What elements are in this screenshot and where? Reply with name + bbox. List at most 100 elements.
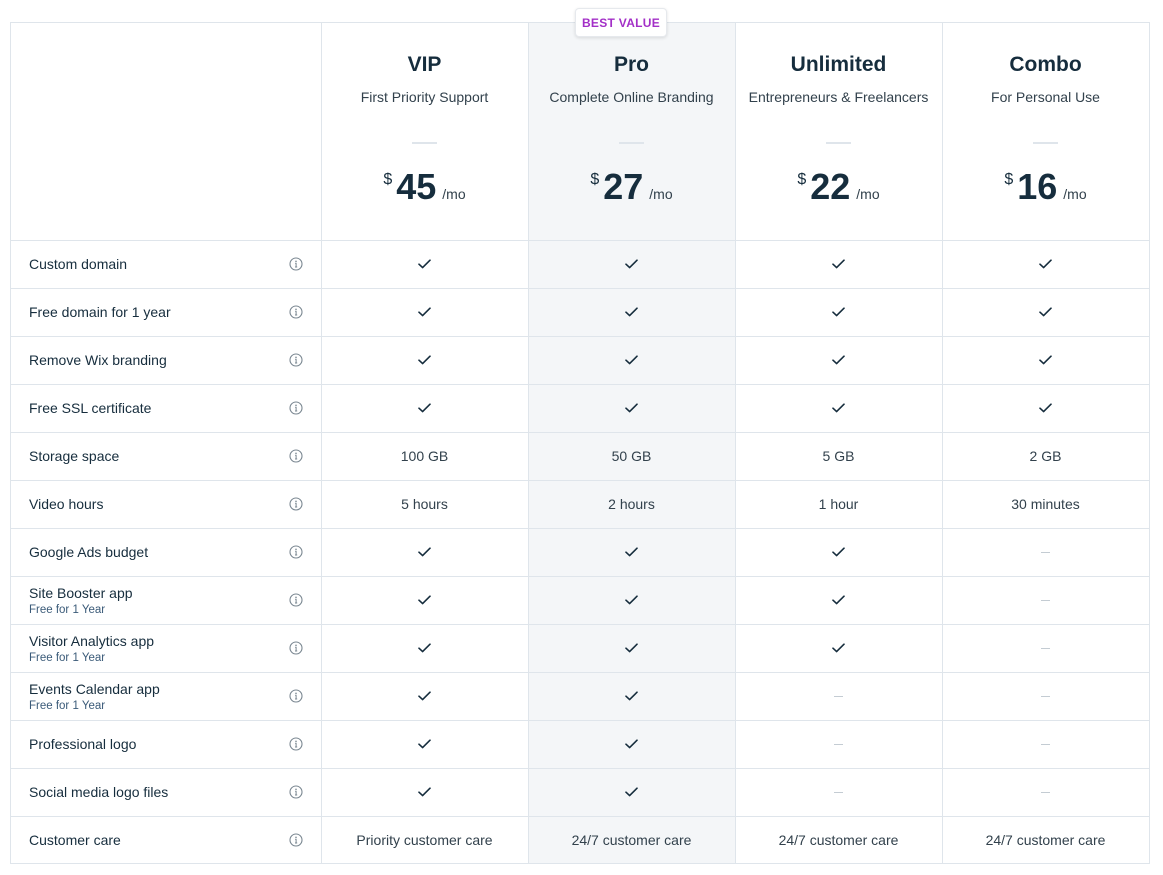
plan-price: $ 22 /mo bbox=[735, 167, 942, 211]
dash-icon bbox=[735, 672, 942, 720]
feature-value: 5 hours bbox=[401, 496, 448, 512]
column-divider bbox=[321, 23, 322, 863]
row-divider bbox=[11, 288, 1149, 289]
checkmark-icon bbox=[321, 336, 528, 384]
price-currency: $ bbox=[1004, 171, 1014, 188]
feature-row: Video hours 5 hours 2 hours 1 hour 30 minute… bbox=[11, 480, 1149, 528]
feature-sublabel: Free for 1 Year bbox=[29, 699, 106, 712]
feature-value: 24/7 customer care bbox=[778, 832, 899, 848]
checkmark-icon bbox=[528, 288, 735, 336]
checkmark-icon bbox=[321, 672, 528, 720]
price-amount: 16 bbox=[1017, 166, 1058, 207]
pro-column-highlight bbox=[529, 23, 736, 863]
checkmark-icon bbox=[321, 576, 528, 624]
plan-header-combo: Combo For Personal Use $ 16 /mo bbox=[942, 23, 1149, 240]
info-icon[interactable] bbox=[289, 401, 303, 415]
plan-price: $ 16 /mo bbox=[942, 167, 1149, 211]
checkmark-icon bbox=[321, 384, 528, 432]
plan-price: $ 27 /mo bbox=[528, 167, 735, 211]
feature-name: Visitor Analytics app Free for 1 Year bbox=[29, 624, 284, 672]
info-icon[interactable] bbox=[289, 641, 303, 655]
checkmark-icon bbox=[735, 384, 942, 432]
info-icon[interactable] bbox=[289, 689, 303, 703]
row-divider bbox=[11, 480, 1149, 481]
plan-name: Pro bbox=[613, 53, 649, 76]
feature-label: Social media logo files bbox=[29, 784, 169, 800]
row-divider bbox=[11, 816, 1149, 817]
feature-name: Events Calendar app Free for 1 Year bbox=[29, 672, 284, 720]
feature-name: Site Booster app Free for 1 Year bbox=[29, 576, 284, 624]
feature-row: Google Ads budget bbox=[11, 528, 1149, 576]
feature-row: Custom domain bbox=[11, 240, 1149, 288]
info-icon[interactable] bbox=[289, 785, 303, 799]
feature-row: Site Booster app Free for 1 Year bbox=[11, 576, 1149, 624]
plan-divider bbox=[412, 142, 437, 144]
checkmark-icon bbox=[528, 528, 735, 576]
row-divider bbox=[11, 528, 1149, 529]
info-icon[interactable] bbox=[289, 305, 303, 319]
feature-label: Visitor Analytics app bbox=[29, 632, 155, 649]
row-divider bbox=[11, 768, 1149, 769]
feature-row: Free SSL certificate bbox=[11, 384, 1149, 432]
feature-sublabel: Free for 1 Year bbox=[29, 651, 106, 664]
plan-subtitle: For Personal Use bbox=[991, 89, 1100, 105]
checkmark-icon bbox=[942, 384, 1149, 432]
info-icon[interactable] bbox=[289, 593, 303, 607]
dash-icon bbox=[942, 672, 1149, 720]
column-divider bbox=[735, 23, 736, 863]
checkmark-icon bbox=[735, 528, 942, 576]
checkmark-icon bbox=[942, 336, 1149, 384]
feature-sublabel: Free for 1 Year bbox=[29, 603, 106, 616]
plan-name: VIP bbox=[407, 53, 442, 76]
info-icon[interactable] bbox=[289, 449, 303, 463]
price-amount: 45 bbox=[396, 166, 437, 207]
feature-value: 50 GB bbox=[611, 448, 652, 464]
price-period: /mo bbox=[856, 186, 880, 202]
info-icon[interactable] bbox=[289, 497, 303, 511]
checkmark-icon bbox=[321, 624, 528, 672]
feature-value: 30 minutes bbox=[1011, 496, 1080, 512]
checkmark-icon bbox=[942, 288, 1149, 336]
dash-icon bbox=[735, 768, 942, 816]
checkmark-icon bbox=[735, 336, 942, 384]
feature-name: Free domain for 1 year bbox=[29, 288, 284, 336]
price-currency: $ bbox=[590, 171, 600, 188]
plan-header-unlimited: Unlimited Entrepreneurs & Freelancers $ … bbox=[735, 23, 942, 240]
feature-name: Video hours bbox=[29, 480, 284, 528]
info-icon[interactable] bbox=[289, 545, 303, 559]
feature-name: Customer care bbox=[29, 816, 284, 864]
checkmark-icon bbox=[528, 240, 735, 288]
info-icon[interactable] bbox=[289, 737, 303, 751]
feature-label: Video hours bbox=[29, 496, 104, 512]
row-divider bbox=[11, 576, 1149, 577]
checkmark-icon bbox=[528, 624, 735, 672]
row-divider bbox=[11, 624, 1149, 625]
checkmark-icon bbox=[528, 576, 735, 624]
checkmark-icon bbox=[321, 528, 528, 576]
row-divider bbox=[11, 240, 1149, 241]
checkmark-icon bbox=[321, 768, 528, 816]
row-divider bbox=[11, 720, 1149, 721]
feature-name: Social media logo files bbox=[29, 768, 284, 816]
price-amount: 27 bbox=[603, 166, 644, 207]
feature-value: 24/7 customer care bbox=[985, 832, 1106, 848]
price-period: /mo bbox=[649, 186, 673, 202]
feature-row: Visitor Analytics app Free for 1 Year bbox=[11, 624, 1149, 672]
info-icon[interactable] bbox=[289, 257, 303, 271]
plan-name: Unlimited bbox=[790, 53, 887, 76]
feature-value: 1 hour bbox=[818, 496, 859, 512]
info-icon[interactable] bbox=[289, 833, 303, 847]
row-divider bbox=[11, 384, 1149, 385]
plan-divider bbox=[1033, 142, 1058, 144]
feature-row: Events Calendar app Free for 1 Year bbox=[11, 672, 1149, 720]
feature-name: Free SSL certificate bbox=[29, 384, 284, 432]
row-divider bbox=[11, 672, 1149, 673]
feature-label: Professional logo bbox=[29, 736, 137, 752]
dash-icon bbox=[942, 720, 1149, 768]
feature-label: Storage space bbox=[29, 448, 120, 464]
column-divider bbox=[942, 23, 943, 863]
checkmark-icon bbox=[321, 720, 528, 768]
price-period: /mo bbox=[1063, 186, 1087, 202]
feature-name: Storage space bbox=[29, 432, 284, 480]
info-icon[interactable] bbox=[289, 353, 303, 367]
